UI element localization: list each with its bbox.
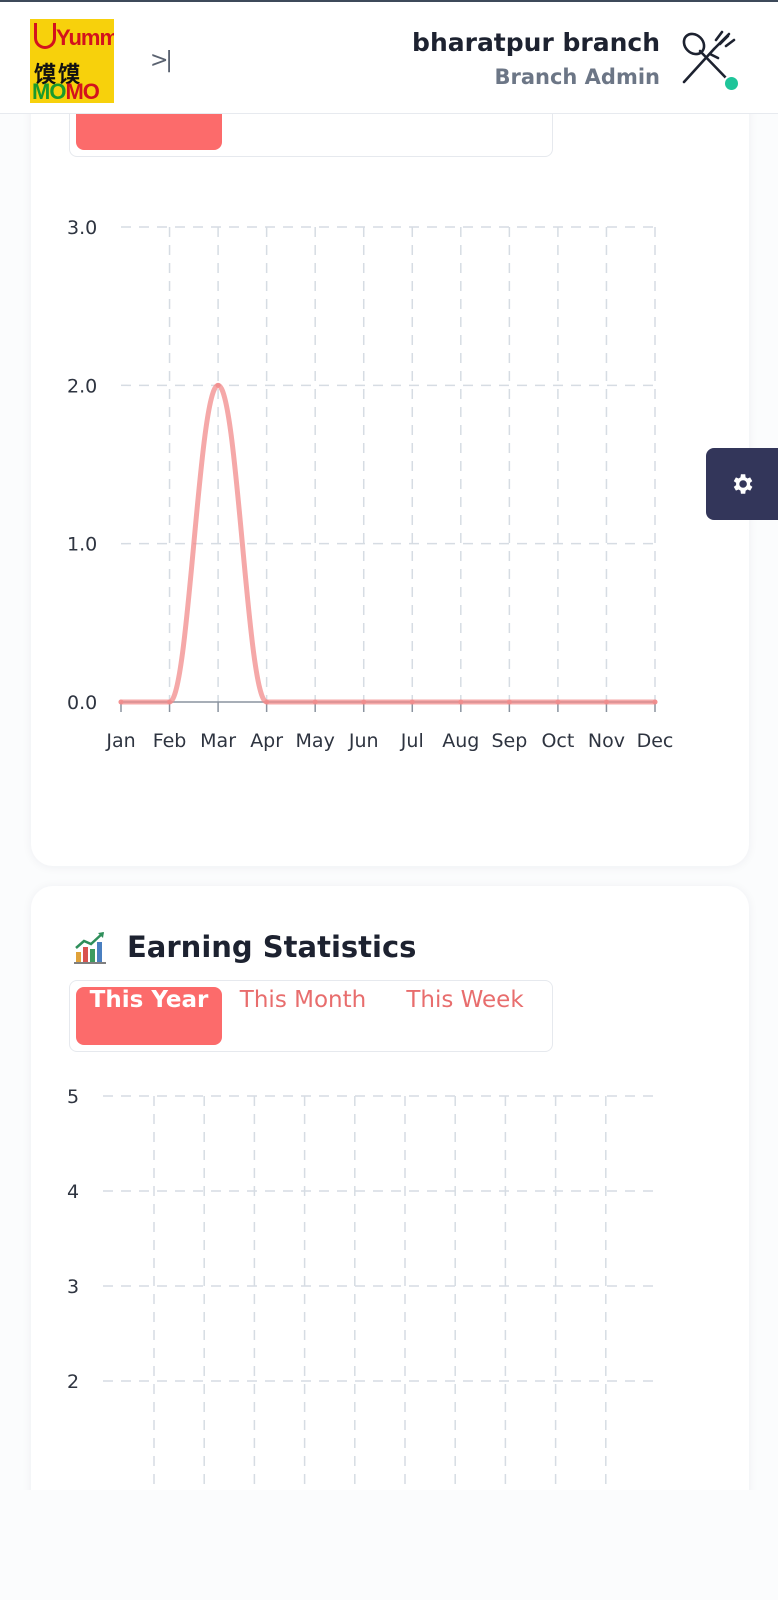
data-point [167,699,173,705]
earning-statistics-card: Earning Statistics This Year This Month … [31,886,749,1506]
y-tick-label: 2.0 [67,375,97,397]
order-statistics-card: This Year This Month This Week 0.01.02.0… [31,60,749,866]
y-tick-label: 3 [67,1276,79,1298]
series-line [118,382,658,705]
data-point [118,699,124,705]
top-border [0,0,778,2]
branch-info[interactable]: bharatpur branch Branch Admin [412,28,660,89]
data-point [312,699,318,705]
y-tick-label: 1.0 [67,534,97,556]
yumme-momo-logo[interactable]: Yumme 馍馍 MOMO [30,19,114,103]
y-tick-label: 4 [67,1181,79,1203]
x-tick-label: Nov [588,730,625,752]
app-header: Yumme 馍馍 MOMO >| bharatpur branch Branch… [0,2,778,114]
x-tick-label: Jan [105,730,135,752]
data-point [409,699,415,705]
logo-mo-1: MO [32,79,66,103]
y-tick-label: 5 [67,1086,79,1108]
logo-text-line1: Yumme [56,25,114,50]
branch-name: bharatpur branch [412,28,660,57]
x-tick-label: Jun [348,730,379,752]
logo-text-line3: MOMO [32,79,100,103]
x-tick-label: Oct [541,730,574,752]
data-point [458,699,464,705]
bar-chart-growth-icon [74,932,106,964]
x-tick-label: Sep [491,730,527,752]
x-tick-label: Feb [153,730,187,752]
online-status-dot [723,75,740,92]
y-tick-label: 3.0 [67,217,97,239]
page-background [0,1490,778,1600]
data-point [215,382,221,388]
earning-statistics-title: Earning Statistics [127,930,417,964]
earning-line-chart: 2 3 4 5 [67,1086,655,1506]
y-tick-label: 2 [67,1371,79,1393]
user-role: Branch Admin [494,65,660,89]
settings-button[interactable] [706,448,778,520]
data-point [361,699,367,705]
data-point [264,699,270,705]
logo-mo-2: MO [65,79,99,103]
earning-tab-this-week[interactable]: This Week [406,987,524,1013]
earning-period-tabs: This Year This Month This Week [69,980,553,1052]
x-tick-label: Dec [637,730,674,752]
earning-tab-this-year[interactable]: This Year [76,987,222,1045]
gear-icon [733,474,753,494]
x-tick-label: Apr [250,730,283,752]
earning-tab-this-month[interactable]: This Month [239,987,367,1013]
data-point [652,699,658,705]
data-point [506,699,512,705]
x-tick-label: Mar [200,730,236,752]
x-tick-label: Jul [400,730,424,752]
bowl-shape [34,23,56,49]
x-tick-label: May [296,730,335,752]
order-line-chart: 0.0 1.0 2.0 3.0 Jan Feb Mar Apr May Jun Jul Aug Sep O… [67,217,674,752]
fork-spoon-icon[interactable] [676,28,740,92]
logo-text-line2: 馍馍 [34,63,83,88]
y-tick-label: 0.0 [67,692,97,714]
data-point [555,699,561,705]
x-tick-label: Aug [442,730,479,752]
sidebar-toggle-button[interactable]: >| [150,48,173,73]
data-point [603,699,609,705]
